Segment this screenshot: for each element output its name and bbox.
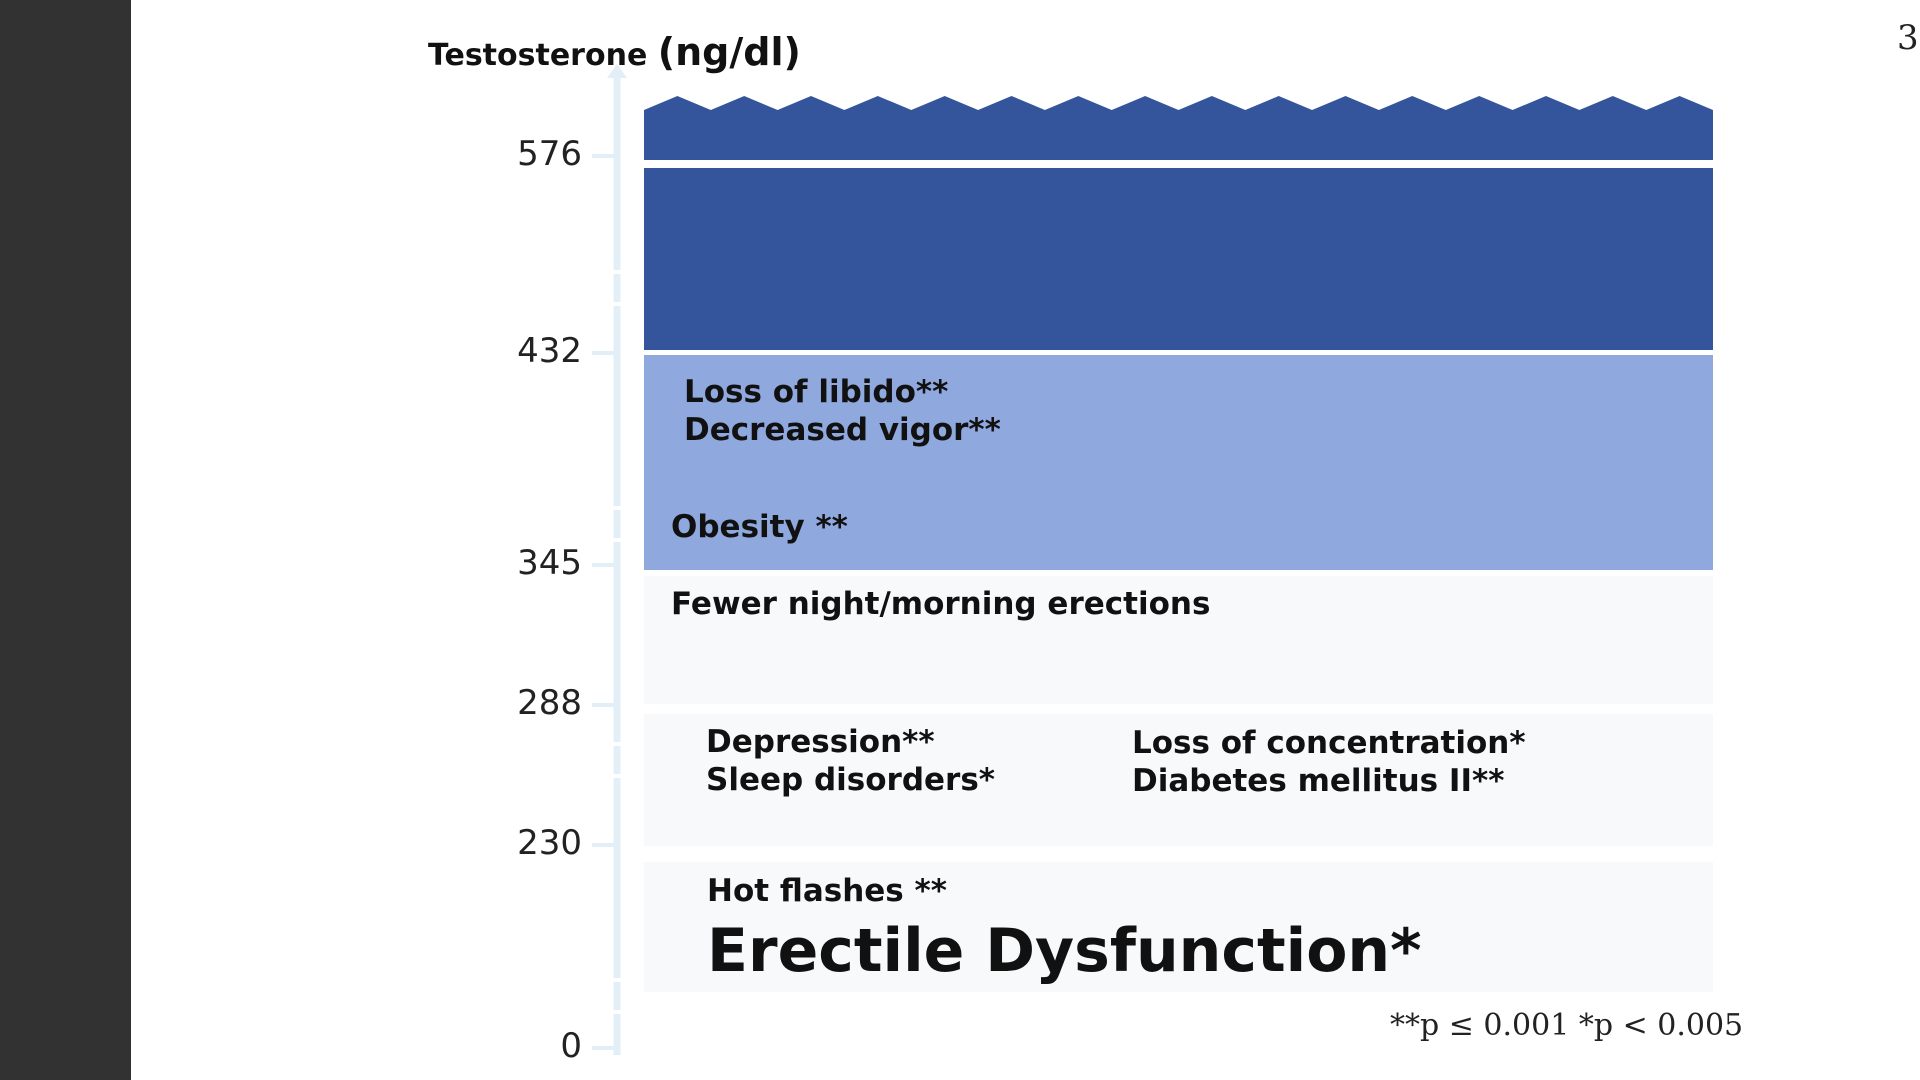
symptom-label: Decreased vigor** <box>684 412 1001 448</box>
y-axis-ticks <box>592 154 614 1050</box>
y-tick-label: 230 <box>517 823 582 863</box>
y-tick-label: 576 <box>517 134 582 174</box>
y-tick-label: 432 <box>517 331 582 371</box>
significance-footnote: **p ≤ 0.001 *p < 0.005 <box>1390 1008 1744 1043</box>
y-tick-label: 288 <box>517 683 582 723</box>
symptom-label: Obesity ** <box>671 509 848 545</box>
band-rect-345-432 <box>644 355 1713 570</box>
y-tick-label: 0 <box>560 1026 582 1066</box>
y-axis-label: Testosterone <box>428 38 648 73</box>
symptom-label: Depression** <box>706 724 935 760</box>
band-rect-230-288 <box>644 714 1713 846</box>
symptom-label: Hot flashes ** <box>707 873 947 909</box>
band-rect-0-230 <box>644 862 1713 992</box>
left-dark-panel <box>0 0 131 1080</box>
y-axis-title: Testosterone (ng/dl) <box>428 30 801 74</box>
band-rect-432-576 <box>644 168 1713 350</box>
symptom-label: Fewer night/morning erections <box>671 586 1211 622</box>
symptom-label-emphasis: Erectile Dysfunction* <box>707 916 1422 986</box>
symptom-label: Sleep disorders* <box>706 762 996 798</box>
y-tick-label: 345 <box>517 543 582 583</box>
symptom-label: Diabetes mellitus II** <box>1132 763 1505 799</box>
page-number: 3 <box>1897 18 1919 58</box>
symptom-label: Loss of concentration* <box>1132 725 1526 761</box>
y-axis-unit: (ng/dl) <box>657 30 801 74</box>
symptom-label: Loss of libido** <box>684 374 949 410</box>
band-rect-288-345 <box>644 576 1713 704</box>
y-axis-arrow <box>607 64 627 78</box>
band-rect-above-576 <box>644 96 1713 160</box>
